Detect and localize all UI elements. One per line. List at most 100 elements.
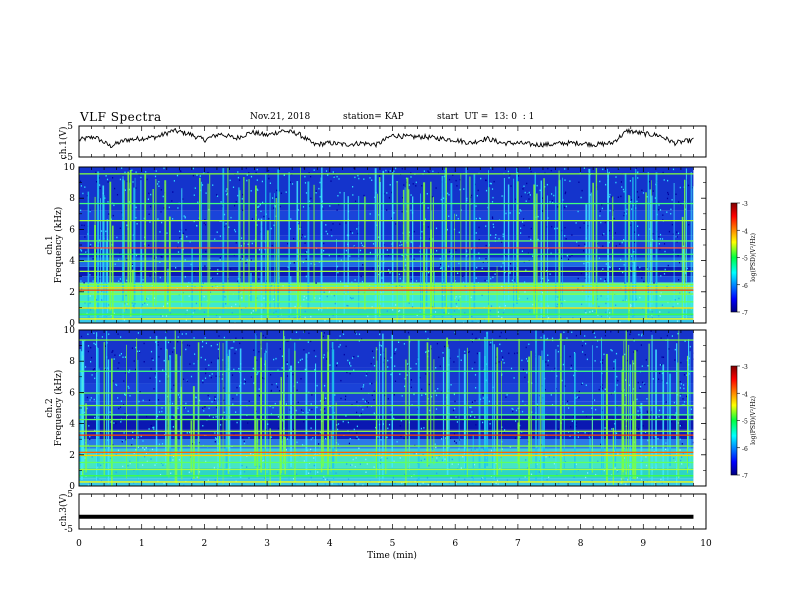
spectrogram-speckle — [352, 186, 354, 188]
spectrogram-speckle — [659, 372, 661, 374]
spectrogram-speckle — [646, 411, 648, 414]
spectrogram-speckle — [204, 337, 206, 339]
spectrogram-ytick-label: 8 — [69, 357, 75, 367]
spectrogram-speckle — [256, 188, 258, 190]
spectrogram-speckle — [153, 257, 155, 259]
ch1-ytick-label: -5 — [64, 153, 73, 163]
spectrogram-speckle — [546, 337, 549, 340]
spectrogram-speckle — [526, 358, 528, 360]
spectrogram-speckle — [471, 194, 473, 197]
spectrogram-speckle — [645, 359, 647, 361]
spectrogram-speckle — [477, 189, 479, 192]
spectrogram-speckle — [338, 203, 340, 206]
spectrogram-speckle — [214, 432, 216, 434]
spectrogram-speckle — [429, 409, 431, 412]
spectrogram-speckle — [553, 194, 555, 197]
spectrogram-speckle — [373, 399, 375, 401]
spectrogram-burst — [260, 218, 263, 321]
date-label: Nov.21, 2018 — [250, 112, 311, 122]
spectrogram-burst — [280, 376, 282, 474]
spectrogram-burst — [239, 348, 242, 479]
spectrogram-speckle — [449, 437, 451, 439]
spectrogram-speckle — [463, 281, 465, 284]
spectrogram-speckle — [209, 397, 211, 400]
spectrogram-speckle — [536, 184, 538, 187]
spectrogram-speckle — [179, 237, 181, 239]
spectrogram-ytick-label: 0 — [69, 319, 75, 329]
spectrogram-speckle — [173, 414, 175, 417]
spectrogram-speckle — [297, 209, 299, 211]
spectrogram-speckle — [310, 438, 312, 441]
spectrogram-speckle — [457, 463, 460, 466]
spectrogram-speckle — [360, 242, 362, 244]
spectrogram-speckle — [537, 215, 539, 218]
spectrogram-speckle — [442, 352, 444, 354]
spectrogram-burst — [321, 167, 323, 311]
spectrogram-speckle — [273, 224, 275, 227]
spectrogram-speckle — [114, 354, 116, 356]
spectrogram-burst — [199, 177, 201, 311]
spectrogram-speckle — [481, 267, 483, 270]
spectrogram-speckle — [124, 413, 126, 415]
spectrogram-speckle — [304, 368, 306, 371]
spectrogram-speckle — [523, 224, 525, 227]
spectrogram-burst — [533, 184, 536, 314]
spectrogram-burst — [100, 198, 101, 302]
spectrogram-speckle — [658, 236, 660, 238]
spectrogram-speckle — [365, 458, 367, 461]
spectrogram-speckle — [471, 333, 473, 335]
spectrogram-speckle — [324, 385, 326, 387]
spectrogram-speckle — [351, 281, 353, 284]
spectrogram-burst — [406, 177, 409, 302]
spectrogram-speckle — [444, 437, 446, 439]
spectrogram-speckle — [688, 291, 690, 294]
spectrogram-speckle — [193, 362, 195, 365]
spectrogram-speckle — [362, 264, 364, 266]
spectrogram-speckle — [572, 415, 574, 418]
spectrogram-speckle — [549, 273, 551, 275]
spectrogram-speckle — [575, 397, 577, 399]
spectrogram-speckle — [180, 170, 182, 173]
spectrogram-speckle — [224, 225, 226, 228]
spectrogram-speckle — [223, 411, 225, 414]
spectrogram-speckle — [92, 258, 94, 260]
spectrogram-line — [79, 414, 694, 416]
spectrogram-speckle — [427, 207, 429, 209]
spectrogram-speckle — [337, 428, 339, 431]
spectrogram-burst — [168, 216, 171, 312]
spectrogram-speckle — [352, 458, 354, 461]
spectrogram-speckle — [340, 259, 342, 261]
spectrogram-burst — [279, 400, 282, 485]
spectrogram-speckle — [348, 442, 350, 445]
spectrogram-speckle — [599, 215, 601, 217]
spectrogram-speckle — [679, 449, 681, 451]
spectrogram-speckle — [171, 200, 173, 202]
spectrogram-speckle — [311, 394, 313, 396]
spectrogram-speckle — [386, 310, 388, 312]
spectrogram-speckle — [528, 343, 530, 345]
spectrogram-speckle — [449, 268, 451, 270]
spectrogram-speckle — [578, 181, 580, 183]
spectrogram-burst — [248, 179, 250, 308]
spectrogram-line — [79, 451, 694, 453]
spectrogram-speckle — [263, 297, 265, 299]
spectrogram-speckle — [275, 357, 277, 360]
spectrogram-speckle — [537, 238, 539, 241]
spectrogram-burst — [155, 335, 158, 464]
spectrogram-speckle — [415, 452, 418, 455]
colorbar-tick-label: -4 — [742, 391, 748, 398]
spectrogram-speckle — [502, 233, 504, 235]
spectrogram-speckle — [646, 268, 648, 270]
spectrogram-speckle — [642, 381, 644, 384]
spectrogram-speckle — [609, 266, 611, 269]
spectrogram-speckle — [129, 460, 131, 463]
spectrogram-speckle — [478, 338, 480, 340]
spectrogram-speckle — [557, 206, 559, 208]
spectrogram-speckle — [620, 482, 622, 484]
spectrogram-speckle — [388, 171, 390, 173]
spectrogram-speckle — [135, 448, 137, 451]
spectrogram-speckle — [291, 183, 294, 185]
spectrogram-speckle — [345, 415, 347, 417]
spectrogram-speckle — [325, 438, 327, 440]
spectrogram-speckle — [184, 259, 186, 261]
